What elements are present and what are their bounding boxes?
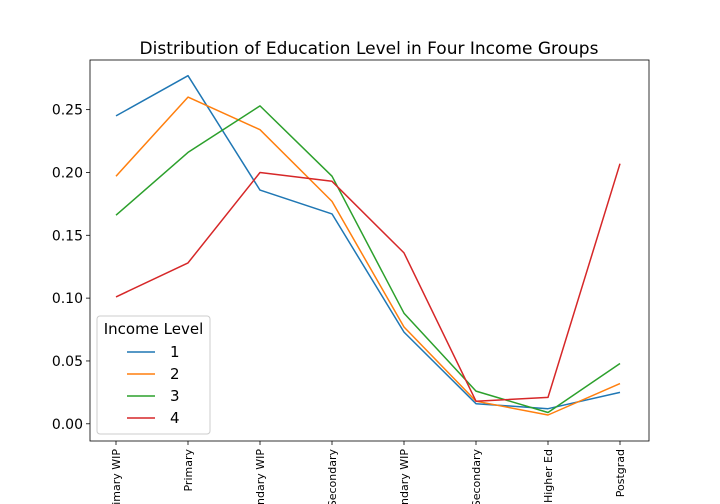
x-tick-label: Post-Secondary WIP [398,449,411,504]
legend-label: 2 [170,365,180,383]
legend-label: 1 [170,343,180,361]
y-tick-label: 0.25 [52,103,83,119]
y-tick-label: 0.10 [52,291,83,307]
legend: Income Level 1 2 3 4 [96,315,211,435]
legend-label: 3 [170,387,180,405]
series-line-1 [115,74,621,410]
x-tick-label: Primary WIP [110,449,123,504]
x-tick-label: Postgrad [614,449,627,497]
y-tick-label: 0.20 [52,165,83,181]
x-tick-label: Higher Ed [542,449,555,503]
y-tick-label: 0.15 [52,228,83,244]
plot-frame [89,59,650,442]
x-tick-label: Secondary [326,449,339,504]
legend-box [96,315,211,435]
plot-area: 0.00 0.05 0.10 0.15 0.20 0.25 Primary WIP Prima… [52,59,650,504]
legend-label: 4 [170,409,180,427]
x-tick-label: Primary [182,449,195,492]
y-tick-label: 0.05 [52,354,83,370]
series-line-4 [115,163,621,402]
series-line-2 [115,96,621,416]
chart-title: Distribution of Education Level in Four … [140,39,599,59]
legend-title: Income Level [104,320,204,338]
series-line-3 [115,105,621,414]
y-tick-label: 0.00 [52,417,83,433]
x-tick-label: Secondary WIP [254,449,267,504]
x-tick-label: Post-Secondary [470,449,483,504]
